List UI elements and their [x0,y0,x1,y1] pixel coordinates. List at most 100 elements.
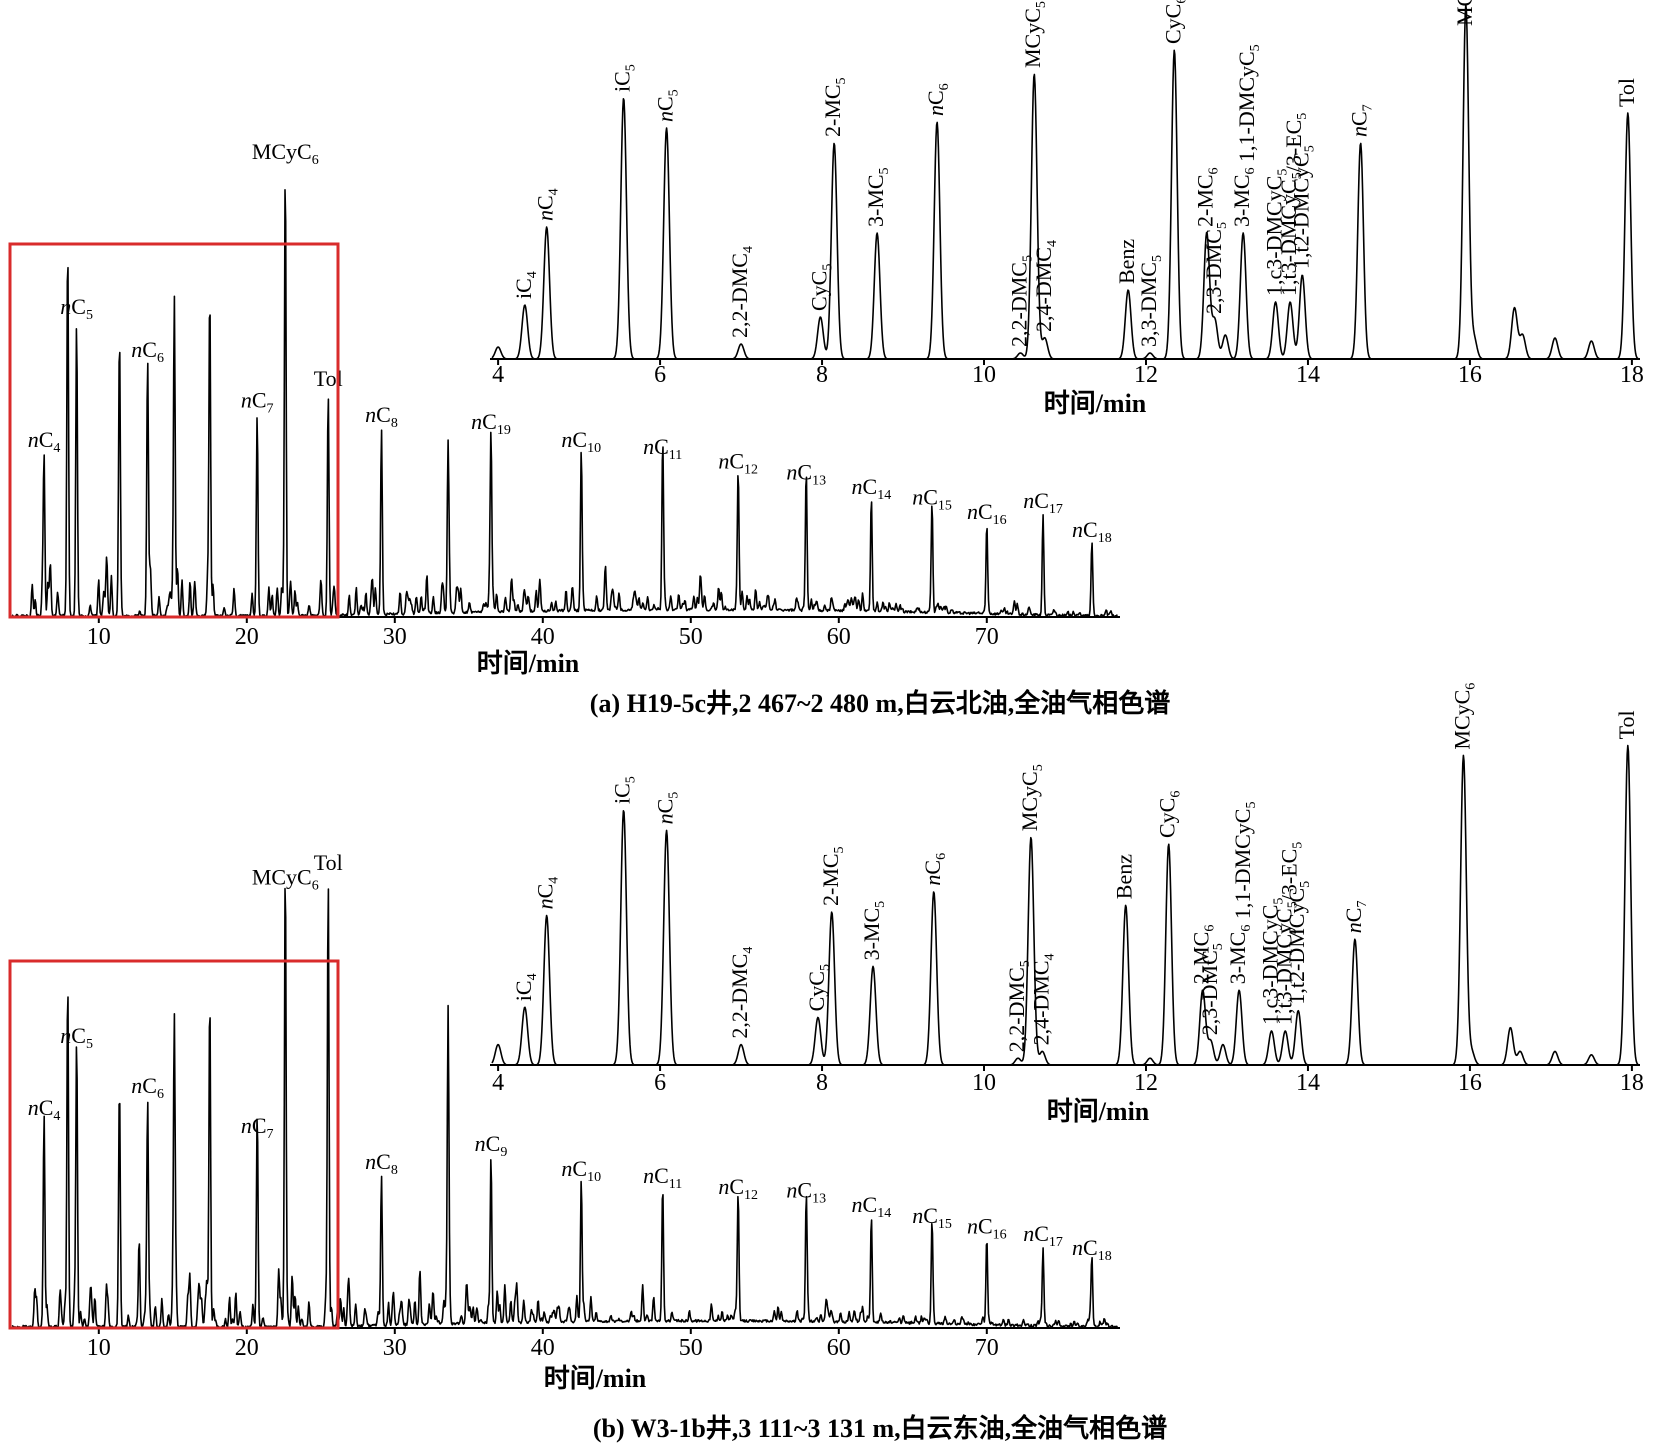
peak-label: 1,c3-DMCyC5 [1262,169,1291,296]
peak-label: 2,3-DMC5 [1201,222,1230,314]
peak-label: nC6 [923,83,952,116]
peak-label: 3-MC6 1,1-DMCyC5 [1225,802,1259,985]
panel-a-inset-trace [491,4,1639,360]
panel-b: 10 20 30 40 50 60 70 nC4nC5nC6nC7MCyC6TolnC8nC… [8,683,1644,1443]
peak-label: 1,t3-DMCyC5/3-EC5 [1271,842,1305,1025]
peak-label: 3-MC5 [859,901,888,961]
panel-a-zoom-frame [8,242,340,619]
peak-label: nC7 [241,387,274,416]
peak-label: nC5 [653,89,682,122]
peak-label: nC14 [852,474,892,503]
peak-label: nC5 [60,1023,93,1052]
peak-label: CyC5 [804,964,833,1011]
peak-label: nC4 [28,427,61,456]
peak-label: nC10 [561,1156,601,1185]
peak-label: 3,3-DMC5 [1136,255,1165,347]
peak-label: nC16 [967,1214,1007,1243]
peak-label: Tol [1614,78,1639,107]
panel-a-main-tick-labels: 10 20 30 40 50 60 70 [87,617,999,650]
x-tick-label: 12 [1134,1070,1158,1096]
x-tick-label: 8 [816,1070,828,1096]
x-tick-label: 16 [1458,362,1482,388]
peak-label: nC5 [60,294,93,323]
panel-b-inset-peak-labels: iC4 nC4 iC5 nC5 2,2-DMC4 CyC5 2-MC5 3-MC5 nC6 2,2… [511,683,1639,1053]
panel-a-caption: (a) H19-5c井,2 467~2 480 m,白云北油,全油气相色谱 [590,688,1170,718]
x-tick-label: 10 [87,624,111,650]
x-tick-label: 40 [531,1335,555,1361]
peak-label: 2-MC6 [1189,925,1218,985]
peak-label: nC4 [533,877,562,910]
panel-a-main-x-title: 时间/min [477,649,580,678]
x-tick-label: 60 [827,624,851,650]
panel-a-inset-tick-labels: 4 6 8 10 12 14 16 18 [492,359,1644,388]
peak-label: MCyC6 [252,864,319,893]
x-tick-label: 14 [1296,362,1320,388]
peak-label: CyC5 [806,264,835,311]
peak-label: nC11 [643,434,682,463]
x-tick-label: 40 [531,624,555,650]
peak-label: nC4 [533,188,562,221]
x-tick-label: 60 [827,1335,851,1361]
x-tick-label: 30 [383,624,407,650]
peak-label: nC5 [653,792,682,825]
panel-a-main-trace [11,189,1118,618]
peak-label: nC15 [912,1203,952,1232]
peak-label: Tol [314,850,343,875]
peak-label: Benz [1114,239,1139,284]
peak-label: MCyC6 [252,139,319,168]
peak-label: nC4 [28,1095,61,1124]
x-tick-label: 70 [975,1335,999,1361]
peak-label: 2,4-DMC4 [1028,953,1057,1045]
peak-label: 1,t2-DMCyC5 [1288,145,1317,269]
peak-label: 2,2-DMC5 [1004,960,1033,1052]
peak-label: MCyC5 [1020,1,1049,68]
panel-b-caption: (b) W3-1b井,3 111~3 131 m,白云东油,全油气相色谱 [593,1413,1167,1443]
peak-label: nC8 [365,402,398,431]
panel-b-inset-x-title: 时间/min [1047,1097,1150,1126]
peak-label: MCyC6 [1449,683,1478,750]
x-tick-label: 12 [1134,362,1158,388]
peak-label: MCyC6 [1452,0,1481,26]
panel-a-inset-x-title: 时间/min [1044,389,1147,418]
peak-label: 3-MC6 1,1-DMCyC5 [1229,44,1263,227]
panel-b-main-tick-labels: 10 20 30 40 50 60 70 [87,1328,999,1361]
peak-label: nC13 [786,459,826,488]
x-tick-label: 20 [235,1335,259,1361]
peak-label: CyC6 [1155,791,1184,838]
peak-label: nC6 [920,853,949,886]
peak-label: 2-MC5 [818,846,847,906]
panel-a: 10 20 30 40 50 60 70 nC4 nC5 nC6 nC7 MCyC6 Tol nC8 nC… [8,0,1644,718]
panel-b-main-x-title: 时间/min [544,1364,647,1393]
peak-label: nC11 [643,1163,682,1192]
x-tick-label: 4 [492,362,504,388]
panel-a-inset-peak-labels: iC4 nC4 iC5 nC5 2,2-DMC4 CyC5 2-MC5 3-MC5 nC6 2,2… [511,0,1639,347]
peak-label: nC17 [1023,1221,1063,1250]
peak-label: nC7 [1341,901,1370,934]
peak-label: iC5 [610,776,639,804]
peak-label: nC8 [365,1149,398,1178]
peak-label: 2,2-DMC4 [727,947,756,1039]
peak-label: 2,2-DMC4 [727,246,756,338]
peak-label: 1,t3-DMCyC5/3-EC5 [1276,113,1310,296]
peak-label: Benz [1112,854,1137,899]
x-tick-label: 70 [975,624,999,650]
peak-label: 2-MC5 [820,77,849,137]
peak-label: nC18 [1072,517,1112,546]
x-tick-label: 10 [972,1070,996,1096]
peak-label: nC6 [131,337,164,366]
peak-label: MCyC5 [1017,764,1046,831]
x-tick-label: 6 [654,1070,666,1096]
peak-label: nC13 [786,1178,826,1207]
x-tick-label: 30 [383,1335,407,1361]
peak-label: nC9 [475,1131,508,1160]
x-tick-label: 18 [1620,1070,1644,1096]
peak-label: nC10 [561,427,601,456]
peak-label: iC4 [511,973,540,1001]
x-tick-label: 50 [679,624,703,650]
peak-label: nC14 [852,1192,892,1221]
peak-label: 1,t2-DMCyC5 [1284,881,1313,1005]
panel-b-inset-tick-labels: 4 6 8 10 12 14 16 18 [492,1065,1644,1096]
peak-label: 2,2-DMC5 [1006,255,1035,347]
